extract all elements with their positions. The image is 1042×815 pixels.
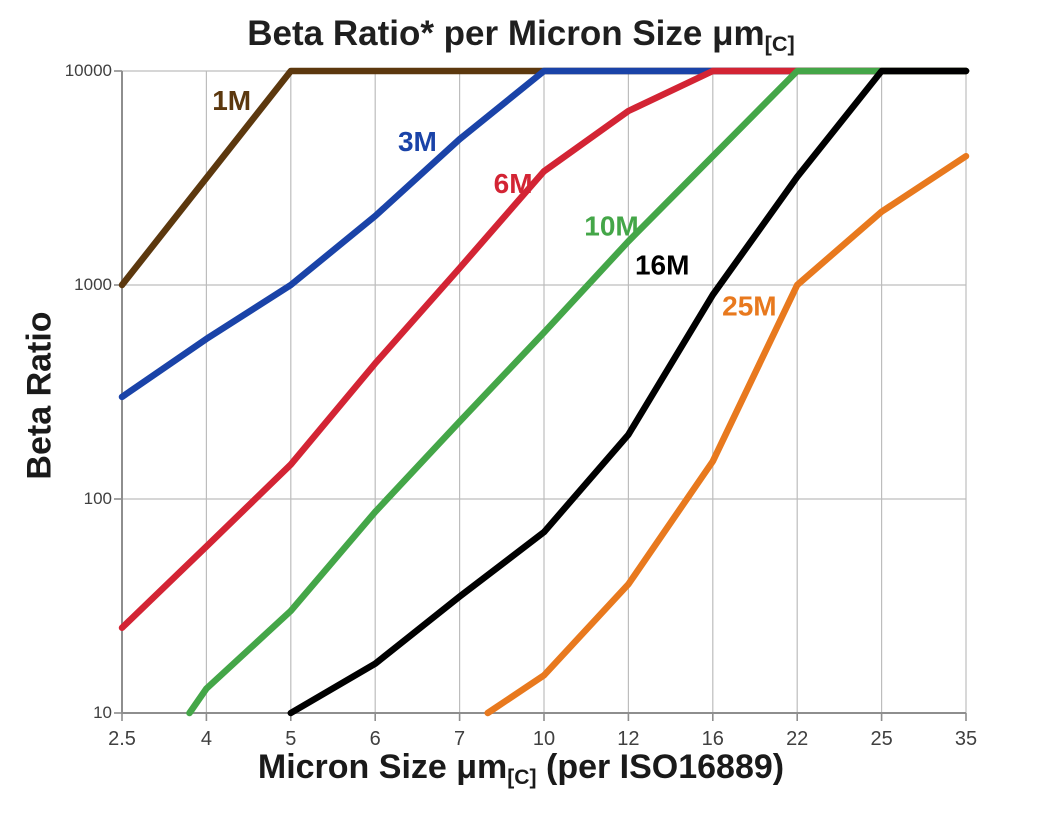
x-tick-label: 4	[201, 728, 212, 750]
y-tick-label: 10000	[65, 61, 112, 80]
series-line-6m	[118, 67, 970, 632]
y-tick-label: 100	[84, 489, 112, 508]
chart-title: Beta Ratio* per Micron Size μm[C]	[0, 14, 1042, 57]
x-tick-label: 22	[786, 728, 808, 750]
y-axis-title: Beta Ratio	[0, 230, 80, 560]
x-tick-label: 10	[533, 728, 555, 750]
x-tick-label: 6	[370, 728, 381, 750]
series-label-25m: 25M	[722, 291, 776, 322]
series-line-10m	[186, 67, 970, 717]
x-tick-label: 16	[702, 728, 724, 750]
series-line-25m	[484, 152, 970, 717]
x-axis-title-subscript: [C]	[507, 765, 537, 789]
series-label-1m: 1M	[212, 85, 251, 116]
x-tick-label: 35	[955, 728, 977, 750]
series-label-6m: 6M	[494, 168, 533, 199]
series-label-3m: 3M	[398, 126, 437, 157]
series-line-3m	[118, 67, 970, 401]
series-label-10m: 10M	[584, 210, 638, 241]
y-tick-label: 1000	[74, 275, 112, 294]
y-axis-title-text: Beta Ratio	[20, 310, 59, 480]
x-axis-title: Micron Size μm[C] (per ISO16889)	[0, 748, 1042, 790]
x-axis-title-suffix: (per ISO16889)	[536, 748, 785, 786]
x-tick-label: 12	[617, 728, 639, 750]
x-axis-title-text: Micron Size μm	[257, 748, 508, 786]
chart-title-subscript: [C]	[764, 31, 795, 57]
x-tick-label: 5	[285, 728, 296, 750]
series-label-16m: 16M	[635, 249, 689, 280]
y-tick-label: 10	[93, 703, 112, 722]
series-line-16m	[287, 67, 970, 717]
x-tick-label: 7	[454, 728, 465, 750]
chart-title-text: Beta Ratio* per Micron Size μm	[247, 14, 765, 53]
x-tick-label: 2.5	[108, 728, 136, 750]
x-tick-label: 25	[870, 728, 892, 750]
